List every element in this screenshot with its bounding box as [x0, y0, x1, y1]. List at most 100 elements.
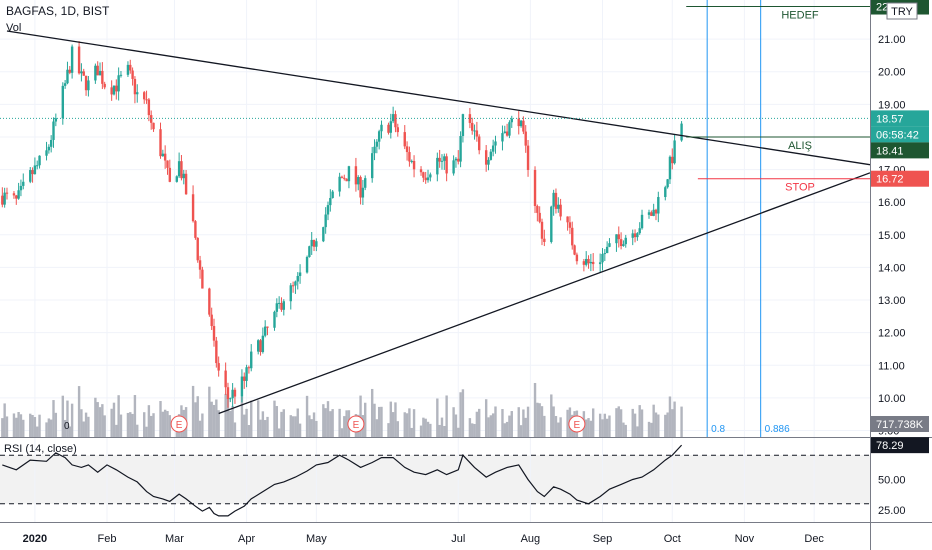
candle-body	[150, 115, 153, 123]
volume-bar	[505, 421, 509, 437]
volume-bar	[617, 406, 620, 437]
volume-bar	[324, 408, 327, 437]
volume-bar	[668, 396, 672, 437]
volume-bar	[389, 401, 393, 437]
volume-bars	[1, 382, 683, 437]
volume-bar	[96, 402, 99, 437]
earnings-marker[interactable]	[347, 415, 365, 433]
candle-body	[215, 340, 218, 364]
volume-bar	[396, 421, 399, 437]
support-trendline[interactable]	[218, 172, 870, 415]
earnings-marker[interactable]	[568, 415, 586, 433]
candle-body	[647, 212, 651, 215]
volume-bar	[517, 407, 520, 437]
volume-legend[interactable]: Vol	[6, 22, 21, 34]
candle-body	[147, 99, 151, 116]
volume-bar	[640, 409, 644, 437]
volume-bar	[29, 413, 32, 437]
candle-body	[136, 92, 139, 95]
volume-bar	[163, 409, 167, 437]
volume-bar	[166, 411, 169, 437]
volume-bar	[103, 415, 106, 437]
volume-bar	[33, 417, 37, 437]
candle-body	[624, 237, 627, 245]
volume-bar	[5, 416, 9, 437]
candle-body	[640, 214, 644, 229]
volume-bar	[49, 419, 53, 437]
earnings-marker[interactable]	[170, 415, 188, 433]
candle-body	[161, 153, 165, 157]
candle-body	[331, 191, 334, 198]
volume-bar	[605, 418, 609, 437]
volume-bar	[31, 414, 34, 437]
candle-body	[5, 192, 9, 194]
candle-body	[526, 145, 530, 170]
time-axis[interactable]: 2020 Feb Mar Apr May Jul Aug Sep Oct Nov Dec	[23, 533, 825, 545]
candle-body	[589, 261, 593, 264]
volume-bar	[538, 403, 541, 437]
volume-bar	[224, 393, 227, 437]
volume-bar	[196, 396, 199, 437]
volume-bar	[338, 408, 341, 437]
candle-body	[403, 132, 406, 147]
rsi-legend[interactable]: RSI (14, close)	[4, 443, 77, 455]
candle-body	[680, 123, 683, 141]
candle-body	[208, 288, 211, 315]
candle-body	[201, 269, 204, 289]
candle-body	[422, 172, 425, 178]
candle-body	[54, 118, 58, 122]
candle-body	[619, 239, 623, 247]
fib-lines: 0.8 0.886	[706, 0, 790, 437]
resistance-trendline[interactable]	[6, 30, 870, 166]
volume-bar	[343, 416, 346, 437]
level-lines[interactable]: HEDEF ALIŞ STOP	[0, 6, 870, 194]
volume-bar	[52, 400, 55, 437]
candle-body	[394, 114, 397, 128]
volume-bar	[438, 424, 441, 437]
candle-body	[298, 272, 302, 276]
volume-bar	[12, 413, 16, 437]
candle-body	[370, 153, 374, 179]
candle-body	[340, 176, 344, 178]
candle-body	[598, 262, 602, 265]
volume-bar	[240, 396, 244, 437]
volume-bar	[115, 424, 118, 437]
volume-bar	[445, 395, 448, 437]
candle-body	[245, 367, 248, 381]
candle-body	[503, 131, 506, 134]
candle-body	[68, 69, 71, 73]
currency-badge[interactable]	[886, 2, 918, 20]
candle-body	[484, 150, 488, 165]
volume-bar	[487, 417, 490, 437]
volume-bar	[247, 425, 251, 437]
price-tick-label: 20.00	[878, 67, 906, 79]
volume-bar	[475, 411, 479, 437]
candle-body	[282, 301, 285, 310]
time-tick-label: Sep	[593, 533, 613, 545]
candle-body	[582, 261, 586, 265]
candle-body	[22, 181, 25, 186]
candle-body	[31, 170, 34, 175]
volume-bar	[526, 406, 530, 437]
candle-body	[452, 160, 455, 174]
rsi-axis[interactable]: 25.00 50.00	[878, 475, 906, 517]
trendlines[interactable]	[6, 30, 870, 415]
stop-axis-label-bg	[871, 170, 929, 187]
candle-body	[510, 118, 513, 123]
candle-body	[191, 194, 195, 222]
volume-bar	[110, 408, 113, 437]
candle-body	[419, 169, 423, 173]
price-axis[interactable]: 9.0010.0011.0012.0013.0014.0015.0016.001…	[878, 34, 906, 437]
candle-body	[168, 167, 172, 182]
candle-body	[438, 157, 441, 162]
time-tick-label: Oct	[664, 533, 681, 545]
symbol-title[interactable]: BAGFAS, 1D, BIST	[6, 4, 110, 18]
volume-bar	[233, 422, 237, 437]
earnings-marker-label: E	[176, 420, 183, 431]
stop-level-label: STOP	[785, 182, 815, 194]
candle-body	[615, 234, 618, 244]
volume-bar	[345, 410, 348, 437]
volume-bar	[380, 406, 383, 437]
